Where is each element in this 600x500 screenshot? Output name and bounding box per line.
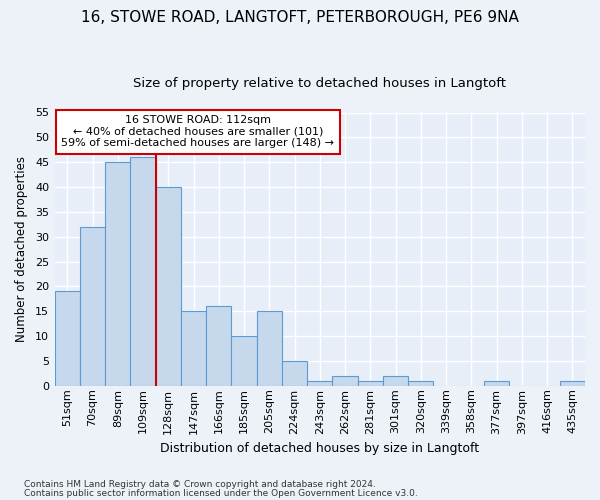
Bar <box>560 381 585 386</box>
Bar <box>155 187 181 386</box>
Y-axis label: Number of detached properties: Number of detached properties <box>15 156 28 342</box>
Bar <box>206 306 232 386</box>
Title: Size of property relative to detached houses in Langtoft: Size of property relative to detached ho… <box>133 78 506 90</box>
Bar <box>105 162 130 386</box>
Bar <box>307 381 332 386</box>
Text: Contains public sector information licensed under the Open Government Licence v3: Contains public sector information licen… <box>24 488 418 498</box>
Bar <box>80 227 105 386</box>
Bar <box>383 376 408 386</box>
Bar <box>181 311 206 386</box>
Bar <box>130 157 155 386</box>
Bar <box>408 381 433 386</box>
Bar <box>358 381 383 386</box>
X-axis label: Distribution of detached houses by size in Langtoft: Distribution of detached houses by size … <box>160 442 479 455</box>
Bar <box>257 311 282 386</box>
Bar <box>484 381 509 386</box>
Bar <box>232 336 257 386</box>
Bar <box>332 376 358 386</box>
Text: 16, STOWE ROAD, LANGTOFT, PETERBOROUGH, PE6 9NA: 16, STOWE ROAD, LANGTOFT, PETERBOROUGH, … <box>81 10 519 25</box>
Text: Contains HM Land Registry data © Crown copyright and database right 2024.: Contains HM Land Registry data © Crown c… <box>24 480 376 489</box>
Text: 16 STOWE ROAD: 112sqm
← 40% of detached houses are smaller (101)
59% of semi-det: 16 STOWE ROAD: 112sqm ← 40% of detached … <box>61 115 334 148</box>
Bar <box>282 361 307 386</box>
Bar <box>55 292 80 386</box>
